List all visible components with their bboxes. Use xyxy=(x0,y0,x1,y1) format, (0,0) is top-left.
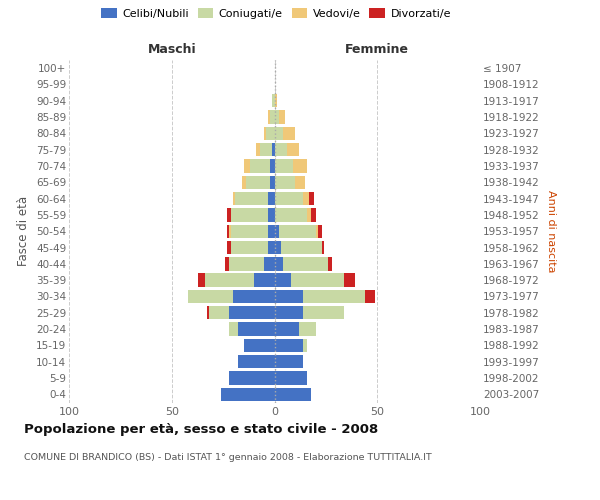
Bar xyxy=(303,306,344,320)
Bar xyxy=(268,208,275,222)
Bar xyxy=(246,176,271,189)
Bar xyxy=(268,110,271,124)
Bar xyxy=(229,322,238,336)
Bar xyxy=(310,192,314,205)
Bar xyxy=(233,290,275,303)
Bar xyxy=(260,143,272,156)
Bar xyxy=(188,290,233,303)
Bar xyxy=(227,241,232,254)
Bar xyxy=(229,257,264,270)
Bar xyxy=(328,257,332,270)
Bar xyxy=(275,274,291,287)
Bar xyxy=(283,126,295,140)
Bar xyxy=(311,208,316,222)
Bar xyxy=(275,241,281,254)
Bar xyxy=(275,372,307,384)
Bar xyxy=(266,126,275,140)
Text: Femmine: Femmine xyxy=(345,43,409,56)
Bar xyxy=(227,208,232,222)
Bar xyxy=(278,224,316,238)
Bar xyxy=(278,110,285,124)
Bar xyxy=(225,257,229,270)
Legend: Celibi/Nubili, Coniugati/e, Vedovi/e, Divorzati/e: Celibi/Nubili, Coniugati/e, Vedovi/e, Di… xyxy=(99,6,453,21)
Bar xyxy=(275,192,303,205)
Bar xyxy=(235,192,268,205)
Bar xyxy=(287,143,299,156)
Bar xyxy=(209,306,229,320)
Y-axis label: Anni di nascita: Anni di nascita xyxy=(546,190,556,272)
Bar xyxy=(275,224,278,238)
Bar xyxy=(232,241,268,254)
Bar xyxy=(281,241,322,254)
Bar xyxy=(275,160,293,172)
Bar xyxy=(275,126,283,140)
Bar xyxy=(232,208,268,222)
Bar xyxy=(206,306,209,320)
Bar xyxy=(256,143,260,156)
Bar xyxy=(293,160,307,172)
Bar xyxy=(316,224,317,238)
Bar xyxy=(275,306,303,320)
Bar xyxy=(275,290,303,303)
Bar xyxy=(275,257,283,270)
Bar xyxy=(291,274,344,287)
Bar xyxy=(275,322,299,336)
Bar xyxy=(275,110,278,124)
Bar xyxy=(365,290,375,303)
Bar xyxy=(254,274,275,287)
Bar xyxy=(275,143,287,156)
Bar xyxy=(268,224,275,238)
Bar xyxy=(307,208,311,222)
Bar xyxy=(303,338,307,352)
Bar xyxy=(238,322,275,336)
Bar xyxy=(232,224,268,238)
Bar xyxy=(233,192,235,205)
Y-axis label: Fasce di età: Fasce di età xyxy=(17,196,31,266)
Bar xyxy=(322,241,324,254)
Bar xyxy=(275,208,307,222)
Bar xyxy=(238,355,275,368)
Bar xyxy=(242,176,246,189)
Bar xyxy=(317,224,322,238)
Bar xyxy=(229,372,275,384)
Bar xyxy=(229,224,232,238)
Bar xyxy=(272,143,275,156)
Bar xyxy=(250,160,271,172)
Bar xyxy=(271,110,275,124)
Bar xyxy=(268,241,275,254)
Bar xyxy=(205,274,254,287)
Bar xyxy=(303,290,365,303)
Bar xyxy=(268,192,275,205)
Bar xyxy=(271,160,275,172)
Bar xyxy=(264,257,275,270)
Bar xyxy=(275,338,303,352)
Bar xyxy=(229,306,275,320)
Bar xyxy=(295,176,305,189)
Bar xyxy=(344,274,355,287)
Bar xyxy=(199,274,205,287)
Bar xyxy=(244,160,250,172)
Bar xyxy=(227,224,229,238)
Bar xyxy=(275,176,295,189)
Text: Maschi: Maschi xyxy=(148,43,196,56)
Bar xyxy=(272,94,275,108)
Bar xyxy=(283,257,328,270)
Bar xyxy=(264,126,266,140)
Bar xyxy=(275,388,311,401)
Bar xyxy=(275,355,303,368)
Bar xyxy=(275,94,277,108)
Bar xyxy=(303,192,310,205)
Bar xyxy=(271,176,275,189)
Text: COMUNE DI BRANDICO (BS) - Dati ISTAT 1° gennaio 2008 - Elaborazione TUTTITALIA.I: COMUNE DI BRANDICO (BS) - Dati ISTAT 1° … xyxy=(24,452,432,462)
Text: Popolazione per età, sesso e stato civile - 2008: Popolazione per età, sesso e stato civil… xyxy=(24,422,378,436)
Bar xyxy=(221,388,275,401)
Bar xyxy=(244,338,275,352)
Bar xyxy=(299,322,316,336)
